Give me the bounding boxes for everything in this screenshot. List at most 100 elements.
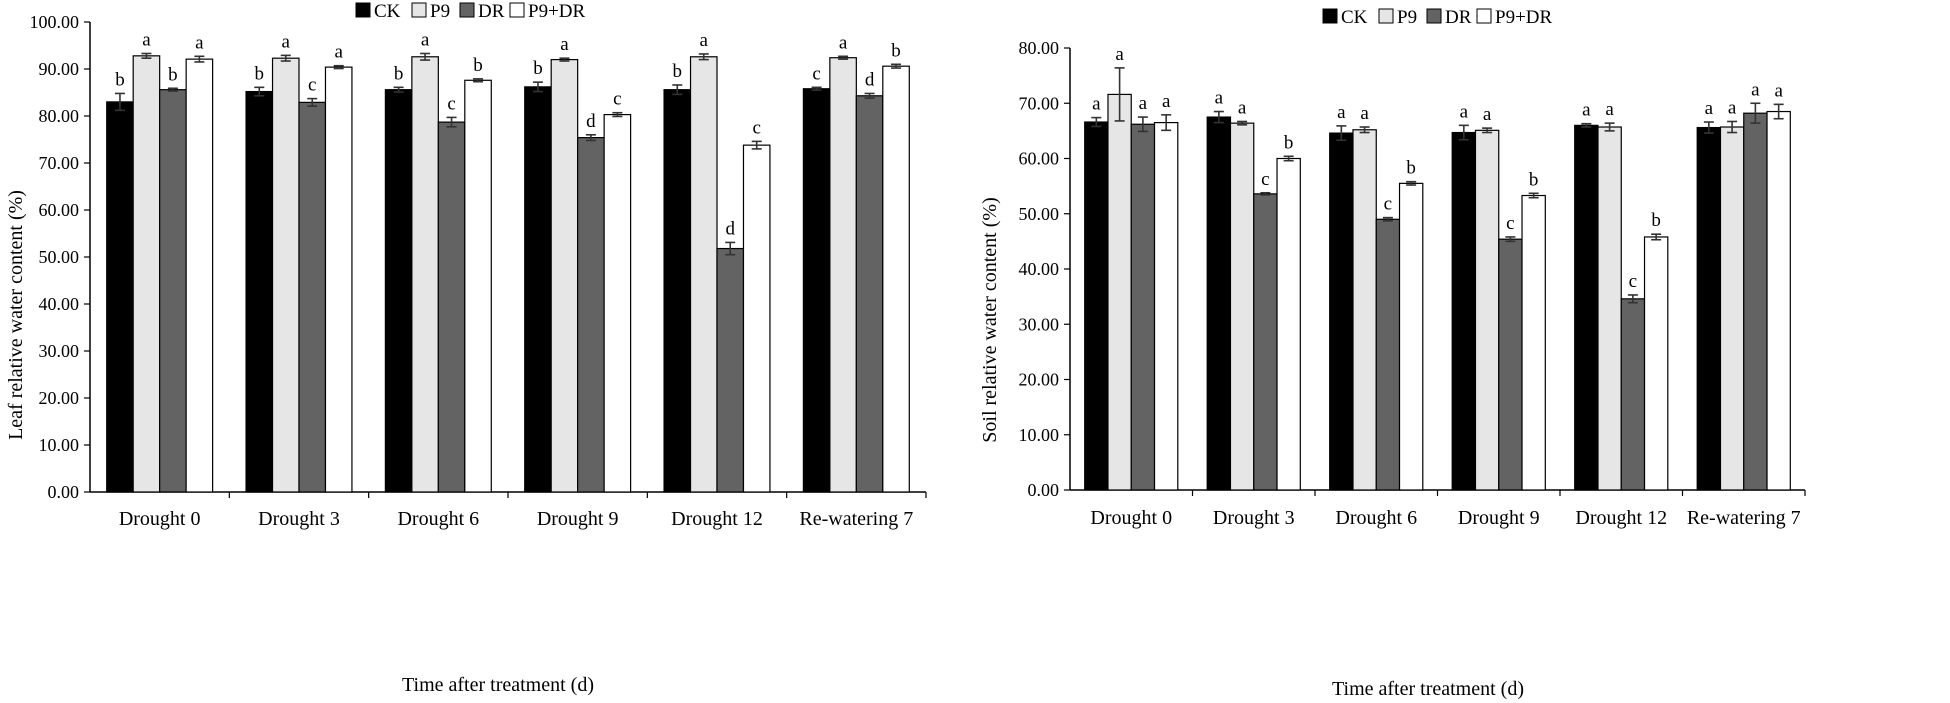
bar <box>716 247 745 493</box>
significance-letter: c <box>308 75 316 96</box>
y-tick-label: 60.00 <box>39 200 80 220</box>
significance-letter: b <box>1651 210 1661 231</box>
bar <box>603 113 632 493</box>
bar <box>271 57 300 493</box>
y-tick-label: 20.00 <box>1019 370 1060 390</box>
significance-letter: b <box>473 55 483 76</box>
bar <box>1620 298 1646 491</box>
bar <box>437 121 466 493</box>
significance-letter: c <box>613 89 621 110</box>
y-tick-label: 70.00 <box>39 153 80 173</box>
y-tick-label: 40.00 <box>39 294 80 314</box>
y-tick-label: 40.00 <box>1019 259 1060 279</box>
bar <box>882 65 910 493</box>
bar <box>185 58 214 493</box>
bar <box>1696 126 1722 491</box>
significance-letter: d <box>865 69 875 90</box>
legend-label-ck: CK <box>1341 7 1368 28</box>
bar <box>384 89 413 493</box>
bar <box>1451 131 1477 491</box>
x-axis-title: Time after treatment (d) <box>1332 678 1524 700</box>
bar <box>298 101 327 493</box>
bar <box>245 90 274 493</box>
bar <box>1206 116 1232 491</box>
category-label: Drought 9 <box>537 508 619 530</box>
category-label: Drought 6 <box>1335 507 1417 529</box>
category-label: Re-watering 7 <box>1687 507 1801 529</box>
legend-swatch-ck <box>355 2 371 18</box>
bar <box>132 55 161 493</box>
significance-letter: c <box>1506 213 1514 234</box>
legend-label-p9dr: P9+DR <box>1495 7 1553 28</box>
y-axis-title: Soil relative water content (%) <box>979 197 1001 442</box>
significance-letter: c <box>1629 271 1637 292</box>
x-axis-title: Time after treatment (d) <box>402 674 594 696</box>
significance-letter: b <box>1529 169 1539 190</box>
significance-letter: b <box>255 63 265 84</box>
significance-letter: a <box>1774 80 1783 101</box>
bar <box>802 88 831 493</box>
bar <box>1597 126 1622 491</box>
category-label: Drought 6 <box>397 508 479 530</box>
bar <box>464 79 492 493</box>
significance-letter: a <box>1115 44 1124 65</box>
significance-letter: b <box>1284 132 1294 153</box>
significance-letter: d <box>586 111 596 132</box>
y-tick-label: 90.00 <box>39 59 80 79</box>
significance-letter: a <box>839 32 848 53</box>
legend-swatch-p9 <box>411 2 427 18</box>
y-tick-label: 50.00 <box>1019 204 1060 224</box>
bar <box>550 58 579 493</box>
bar <box>1719 126 1745 491</box>
bar <box>324 66 353 493</box>
legend-label-p9dr: P9+DR <box>528 1 586 22</box>
y-tick-label: 0.00 <box>1028 480 1060 500</box>
legend-swatch-p9dr <box>1476 8 1492 24</box>
significance-letter: a <box>195 32 204 53</box>
y-tick-label: 80.00 <box>1019 38 1060 58</box>
y-tick-label: 50.00 <box>39 247 80 267</box>
significance-letter: b <box>168 64 178 85</box>
legend-label-p9: P9 <box>430 1 450 22</box>
significance-letter: b <box>673 61 683 82</box>
significance-letter: a <box>1705 98 1714 119</box>
bar <box>577 137 605 493</box>
bar <box>1130 123 1156 491</box>
legend-swatch-p9dr <box>509 2 525 18</box>
significance-letter: a <box>1092 94 1101 115</box>
bar <box>1253 193 1278 491</box>
significance-letter: c <box>812 63 820 84</box>
significance-letter: b <box>115 69 125 90</box>
legend-label-p9: P9 <box>1397 7 1417 28</box>
bar <box>1276 157 1301 491</box>
legend-label-dr: DR <box>1445 7 1472 28</box>
bar <box>1498 238 1523 491</box>
category-label: Drought 3 <box>1213 507 1295 529</box>
significance-letter: a <box>1483 104 1492 125</box>
category-label: Drought 3 <box>258 508 340 530</box>
bar <box>1474 129 1500 491</box>
bar <box>106 101 134 493</box>
significance-letter: a <box>1582 100 1591 121</box>
category-label: Re-watering 7 <box>799 508 913 530</box>
bar <box>1229 122 1255 491</box>
plot-area: 0.00 10.00 20.00 30.00 40.00 50.00 60.00 70.00 8… <box>1019 38 1806 529</box>
y-tick-label: 70.00 <box>1019 93 1060 113</box>
category-label: Drought 12 <box>1575 507 1667 529</box>
significance-letter: a <box>560 34 569 55</box>
significance-letter: a <box>1605 99 1614 120</box>
bar <box>689 56 718 493</box>
bar <box>829 57 857 493</box>
significance-letter: a <box>1162 91 1171 112</box>
legend: CK P9 DR P9+DR <box>1322 7 1553 28</box>
bar <box>524 86 552 493</box>
y-tick-label: 80.00 <box>39 106 80 126</box>
y-tick-label: 30.00 <box>39 341 80 361</box>
significance-letter: b <box>891 40 901 61</box>
legend-swatch-p9 <box>1378 8 1394 24</box>
bar <box>1521 194 1546 491</box>
bar <box>411 56 439 493</box>
bar <box>1398 182 1424 491</box>
bar <box>855 95 884 493</box>
legend: CK P9 DR P9+DR <box>355 1 586 22</box>
